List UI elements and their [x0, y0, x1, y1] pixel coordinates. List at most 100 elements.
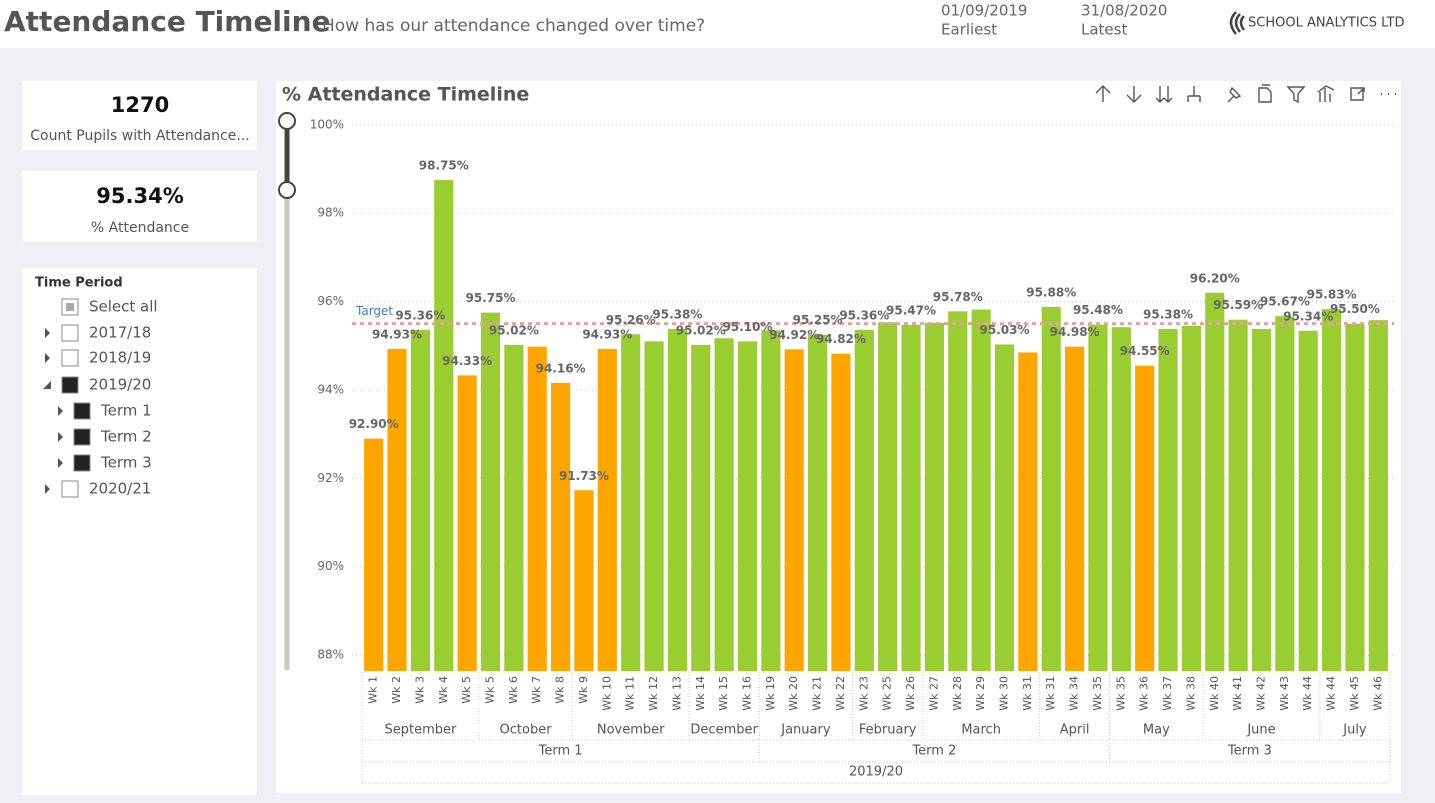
checkbox[interactable] [61, 376, 79, 394]
x-tick-label: Wk 11 [624, 676, 637, 711]
month-label: June [1246, 723, 1275, 738]
checkbox[interactable] [73, 454, 91, 472]
bar [1298, 330, 1318, 671]
expand-arrow[interactable] [45, 353, 50, 363]
slicer-item-label[interactable]: Term 1 [100, 402, 152, 420]
month-label: November [597, 723, 665, 738]
slicer-item-label[interactable]: 2019/20 [89, 376, 151, 394]
bar [808, 334, 828, 671]
x-tick-label: Wk 28 [951, 676, 964, 711]
y-tick-label: 94% [317, 382, 344, 396]
term-label: Term 3 [1227, 744, 1272, 759]
year-label: 2019/20 [849, 765, 903, 780]
slicer-item-label[interactable]: Term 2 [100, 428, 152, 446]
x-tick-label: Wk 42 [1255, 676, 1268, 711]
x-tick-label: Wk 2 [390, 676, 403, 704]
slicer-item-label[interactable]: 2018/19 [89, 349, 151, 367]
expand-arrow[interactable] [58, 432, 63, 442]
checkbox[interactable] [61, 480, 79, 498]
visual-toolbar[interactable] [1095, 84, 1396, 104]
x-tick-label: Wk 21 [811, 676, 824, 711]
x-tick-label: Wk 30 [998, 676, 1011, 711]
range-slider-handle[interactable] [278, 181, 296, 199]
bar [387, 348, 407, 671]
y-tick-label: 98% [317, 206, 344, 220]
x-tick-label: Wk 4 [437, 676, 450, 704]
bar [621, 334, 641, 671]
x-tick-label: Wk 10 [600, 676, 613, 711]
bar [831, 353, 851, 671]
pin[interactable] [1227, 86, 1242, 103]
data-label: 95.59% [1213, 298, 1263, 312]
x-tick-label: Wk 29 [974, 676, 987, 711]
checkbox[interactable] [61, 349, 79, 367]
slicer-item-label[interactable]: 2020/21 [89, 480, 151, 498]
data-label: 91.73% [559, 469, 609, 483]
logo-text: SCHOOL ANALYTICS LTD [1248, 16, 1405, 31]
bar [971, 309, 991, 671]
slicer-panel [22, 268, 257, 795]
data-label: 95.75% [466, 291, 516, 305]
bar [364, 438, 384, 671]
bar [597, 348, 617, 671]
x-tick-label: Wk 15 [717, 676, 730, 711]
bar [1251, 328, 1272, 671]
x-tick-label: Wk 5 [460, 676, 473, 704]
y-tick-label: 100% [310, 117, 344, 131]
data-label: 94.16% [536, 361, 586, 375]
data-label: 95.36% [839, 308, 889, 322]
y-tick-label: 88% [317, 648, 344, 662]
card-label: Count Pupils with Attendance... [30, 128, 249, 144]
bar [878, 322, 898, 671]
card [22, 81, 257, 150]
bar [434, 180, 454, 671]
bar [644, 341, 664, 671]
slicer-item-label[interactable]: 2017/18 [89, 324, 151, 342]
month-label: May [1143, 723, 1170, 738]
focus-mode[interactable] [1350, 87, 1365, 101]
bar [948, 311, 968, 671]
focus-analytics[interactable] [1317, 85, 1335, 102]
slicer-item-label[interactable]: Select all [89, 298, 158, 316]
drill-up[interactable] [1095, 85, 1111, 102]
x-tick-label: Wk 31 [1044, 676, 1057, 711]
expand-arrow[interactable] [58, 406, 63, 416]
range-slider-handle[interactable] [278, 112, 296, 130]
expand-arrow[interactable] [58, 458, 63, 468]
x-tick-label: Wk 36 [1138, 676, 1151, 711]
collapse-arrow[interactable] [43, 381, 51, 389]
expand[interactable] [1187, 86, 1201, 102]
drill-down[interactable] [1126, 86, 1142, 103]
bar [1135, 365, 1155, 671]
earliest-label: Earliest [941, 21, 997, 39]
bar [1205, 292, 1225, 671]
next-level[interactable] [1155, 86, 1173, 103]
header-bar [0, 0, 1435, 48]
checkbox[interactable] [73, 402, 91, 420]
bar [691, 344, 711, 671]
data-label: 95.02% [676, 323, 726, 337]
bar [1041, 306, 1061, 671]
checkbox[interactable] [73, 428, 91, 446]
data-label: 94.98% [1050, 325, 1100, 339]
x-tick-label: Wk 46 [1371, 676, 1384, 711]
x-tick-label: Wk 44 [1301, 676, 1314, 711]
data-label: 94.93% [372, 327, 422, 341]
bar [1228, 319, 1248, 671]
chart-title: % Attendance Timeline [282, 84, 529, 106]
x-tick-label: Wk 34 [1068, 676, 1081, 711]
data-label: 95.78% [933, 290, 983, 304]
page-title: Attendance Timeline [4, 5, 331, 38]
slicer-item-label[interactable]: Term 3 [100, 454, 152, 472]
x-tick-label: Wk 14 [694, 676, 707, 711]
expand-arrow[interactable] [45, 328, 50, 338]
checkbox[interactable] [61, 324, 79, 342]
bar [854, 329, 874, 671]
filter[interactable] [1286, 86, 1306, 104]
expand-arrow[interactable] [45, 484, 50, 494]
bar [924, 322, 944, 671]
month-label: April [1060, 723, 1090, 738]
data-label: 95.47% [886, 304, 936, 318]
copy[interactable] [1258, 84, 1272, 103]
x-tick-label: Wk 44 [1325, 676, 1338, 711]
